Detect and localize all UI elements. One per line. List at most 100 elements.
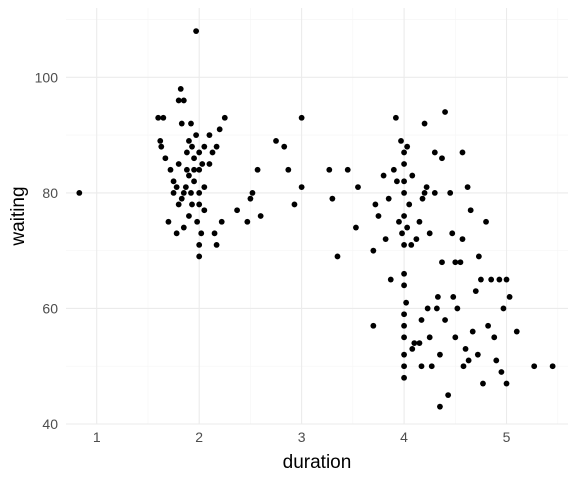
- data-point: [198, 230, 205, 237]
- data-point: [401, 161, 407, 167]
- data-point: [177, 85, 184, 92]
- data-point: [353, 224, 359, 231]
- data-point: [180, 224, 187, 231]
- data-point: [211, 230, 218, 237]
- data-point: [462, 345, 469, 352]
- data-point: [474, 351, 481, 358]
- x-axis-ticks: 1 2 3 4 5: [93, 429, 511, 445]
- data-point: [189, 143, 195, 150]
- data-point: [175, 97, 182, 104]
- data-point: [401, 270, 407, 277]
- data-point: [408, 241, 415, 248]
- data-point: [196, 149, 203, 156]
- data-point: [206, 161, 213, 167]
- data-point: [344, 166, 351, 173]
- data-point: [416, 340, 423, 347]
- data-point: [201, 207, 208, 214]
- data-point: [513, 328, 520, 335]
- data-point: [209, 149, 216, 156]
- data-point: [173, 184, 180, 191]
- y-tick-label: 60: [42, 300, 58, 316]
- data-point: [257, 213, 264, 219]
- data-point: [234, 207, 240, 214]
- data-point: [183, 166, 190, 173]
- data-point: [155, 114, 162, 121]
- data-point: [382, 236, 389, 243]
- data-point: [469, 328, 476, 335]
- data-point: [424, 305, 431, 312]
- data-point: [498, 369, 505, 375]
- data-point: [457, 259, 464, 266]
- data-point: [401, 311, 407, 318]
- data-point: [162, 155, 169, 162]
- data-point: [406, 201, 413, 208]
- data-point: [416, 218, 423, 225]
- data-point: [196, 166, 203, 173]
- data-point: [201, 184, 208, 191]
- data-point: [385, 195, 392, 202]
- data-point: [298, 184, 305, 191]
- x-tick-label: 5: [503, 429, 511, 445]
- data-point: [493, 357, 500, 364]
- data-point: [401, 241, 407, 248]
- x-tick-label: 4: [400, 429, 408, 445]
- data-point: [387, 276, 394, 283]
- data-point: [201, 143, 208, 150]
- data-point: [434, 293, 441, 300]
- data-point: [76, 189, 83, 196]
- data-point: [483, 218, 489, 225]
- data-point: [188, 120, 194, 127]
- data-point: [431, 189, 438, 196]
- data-point: [452, 334, 459, 341]
- y-axis-ticks: 40 60 80 100: [35, 69, 59, 432]
- data-point: [401, 282, 407, 289]
- data-point: [186, 213, 192, 219]
- data-point: [281, 143, 288, 150]
- data-point: [503, 276, 510, 283]
- data-point: [549, 363, 556, 370]
- data-point: [431, 149, 438, 156]
- data-point: [488, 276, 495, 283]
- data-point: [403, 299, 410, 306]
- data-point: [401, 363, 407, 370]
- data-point: [419, 195, 426, 202]
- data-point: [170, 189, 177, 196]
- data-point: [531, 363, 538, 370]
- data-point: [413, 236, 420, 243]
- data-point: [401, 213, 407, 219]
- data-point: [329, 195, 336, 202]
- data-point: [170, 178, 177, 185]
- data-point: [467, 207, 474, 214]
- data-point: [394, 178, 400, 185]
- data-point: [193, 132, 200, 139]
- data-point: [452, 259, 459, 266]
- data-point: [206, 132, 213, 139]
- data-point: [193, 28, 200, 35]
- data-point: [167, 166, 174, 173]
- data-point: [454, 305, 461, 312]
- data-point: [460, 363, 467, 370]
- data-point: [399, 230, 405, 237]
- data-point: [372, 201, 379, 208]
- data-point: [165, 218, 172, 225]
- data-points: [76, 28, 556, 410]
- data-point: [472, 288, 479, 295]
- data-point: [445, 392, 452, 399]
- data-point: [503, 380, 510, 387]
- data-point: [196, 253, 203, 260]
- x-tick-label: 2: [195, 429, 203, 445]
- data-point: [180, 97, 187, 104]
- data-point: [475, 253, 482, 260]
- data-point: [401, 322, 407, 329]
- data-point: [390, 166, 397, 173]
- data-point: [173, 230, 180, 237]
- data-point: [401, 178, 407, 185]
- data-point: [158, 143, 165, 150]
- data-point: [447, 189, 454, 196]
- data-point: [464, 184, 471, 191]
- data-point: [175, 161, 182, 167]
- y-tick-label: 80: [42, 185, 58, 201]
- data-point: [442, 109, 448, 115]
- data-point: [449, 230, 456, 237]
